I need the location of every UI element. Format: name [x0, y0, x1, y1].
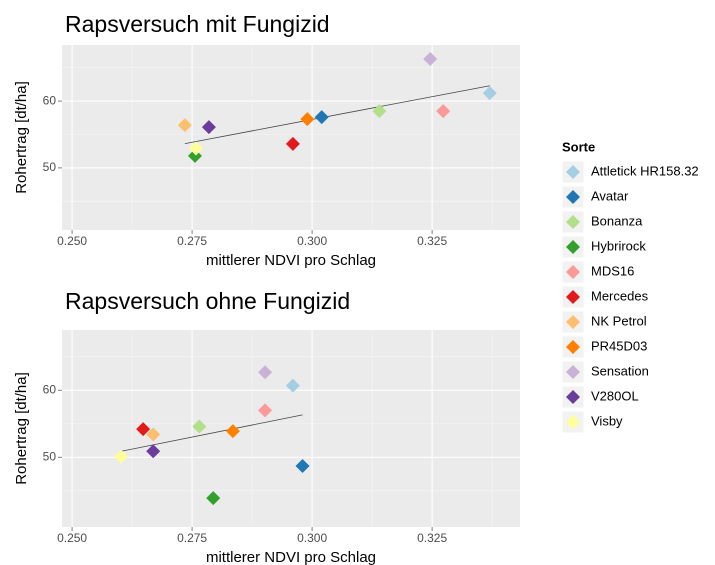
point [372, 104, 387, 119]
x-tick-label: 0.275 [177, 531, 207, 545]
point [300, 112, 315, 127]
legend-label: NK Petrol [591, 313, 647, 328]
x-tick-label: 0.300 [297, 531, 327, 545]
y-axis-label: Rohertrag [dt/ha] [13, 372, 30, 485]
point [482, 86, 497, 101]
chart-title: Rapsversuch mit Fungizid [65, 11, 330, 37]
plot-background [62, 45, 520, 230]
point [314, 110, 329, 125]
point [258, 403, 273, 418]
legend-label: MDS16 [591, 263, 634, 278]
point [114, 449, 129, 464]
legend-marker [566, 390, 580, 404]
x-tick-label: 0.250 [57, 234, 87, 248]
plot-background [62, 330, 520, 527]
x-tick-label: 0.325 [417, 234, 447, 248]
x-tick-label: 0.275 [177, 234, 207, 248]
point [146, 427, 161, 442]
y-tick-label: 50 [43, 160, 57, 174]
point [225, 424, 240, 439]
legend-marker [566, 290, 580, 304]
point [136, 422, 151, 437]
legend-marker [566, 415, 580, 429]
legend-marker [566, 190, 580, 204]
x-tick-label: 0.250 [57, 531, 87, 545]
point [285, 136, 300, 151]
x-tick-label: 0.300 [297, 234, 327, 248]
legend-label: Sensation [591, 363, 649, 378]
point [201, 120, 216, 135]
chart-title: Rapsversuch ohne Fungizid [65, 288, 350, 314]
trend-line [120, 414, 303, 452]
legend-marker [566, 165, 580, 179]
point [188, 141, 203, 156]
y-axis-label: Rohertrag [dt/ha] [13, 81, 30, 194]
point [258, 365, 273, 380]
legend-label: Attletick HR158.32 [591, 163, 699, 178]
point [423, 52, 438, 67]
point [177, 118, 192, 133]
point [192, 419, 207, 434]
legend-label: Mercedes [591, 288, 649, 303]
legend-title: Sorte [562, 139, 595, 154]
legend-marker [566, 340, 580, 354]
legend-label: Hybrirock [591, 238, 646, 253]
legend-marker [566, 215, 580, 229]
x-axis-label: mittlerer NDVI pro Schlag [206, 252, 376, 269]
legend-label: Bonanza [591, 213, 643, 228]
legend-marker [566, 315, 580, 329]
point [146, 444, 161, 459]
trend-line [184, 85, 490, 145]
x-axis-label: mittlerer NDVI pro Schlag [206, 549, 376, 565]
legend-marker [566, 240, 580, 254]
point [285, 378, 300, 393]
legend-marker [566, 265, 580, 279]
legend-label: V280OL [591, 388, 639, 403]
legend-marker [566, 365, 580, 379]
point [295, 459, 310, 474]
point [206, 491, 221, 506]
point [436, 104, 451, 119]
legend-label: Avatar [591, 188, 629, 203]
y-tick-label: 50 [43, 449, 57, 463]
x-tick-label: 0.325 [417, 531, 447, 545]
legend-label: Visby [591, 413, 623, 428]
y-tick-label: 60 [43, 93, 57, 107]
y-tick-label: 60 [43, 382, 57, 396]
legend-label: PR45D03 [591, 338, 647, 353]
